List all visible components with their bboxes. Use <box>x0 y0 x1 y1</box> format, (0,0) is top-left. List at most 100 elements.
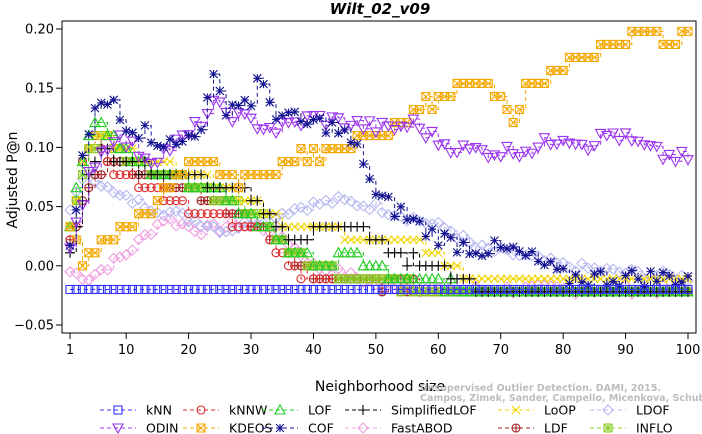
point-odin <box>369 127 382 139</box>
point-cof <box>502 244 512 254</box>
point-ldof <box>376 206 388 219</box>
point-knnw <box>171 196 181 206</box>
point-loop <box>508 274 518 284</box>
point-cof <box>664 271 674 281</box>
point-knn <box>65 284 75 295</box>
point-ldof <box>594 265 607 278</box>
point-cof <box>240 95 250 105</box>
point-odin <box>257 124 270 136</box>
point-loop <box>452 261 462 271</box>
point-knn <box>109 284 119 295</box>
point-knn <box>221 284 231 295</box>
point-knn <box>433 284 443 295</box>
point-ldof <box>239 215 251 228</box>
point-odin <box>407 114 420 126</box>
point-knn <box>670 284 681 295</box>
point-odin <box>463 144 476 155</box>
point-knn <box>377 284 387 295</box>
point-loop <box>121 144 131 153</box>
point-ldof <box>189 214 201 227</box>
point-lof <box>426 272 438 284</box>
point-ldof <box>476 239 488 251</box>
legend-marker-cof <box>275 423 285 433</box>
point-odin <box>607 128 620 140</box>
point-knn <box>471 284 481 295</box>
point-loop <box>483 274 493 284</box>
point-odin <box>444 148 457 159</box>
point-knn <box>246 284 256 295</box>
point-knnw <box>115 170 125 180</box>
point-ldof <box>182 216 195 228</box>
point-cof <box>621 271 630 280</box>
point-cof <box>128 128 137 138</box>
point-kdeos <box>514 104 525 115</box>
series-knn <box>65 284 693 295</box>
point-loop <box>583 274 593 284</box>
point-ldof <box>363 203 376 216</box>
point-cof <box>359 159 368 169</box>
point-odin <box>388 124 401 136</box>
point-knn <box>333 284 343 295</box>
legend-item-lof: LOF <box>262 403 332 418</box>
point-knn <box>645 284 656 295</box>
point-odin <box>482 152 495 164</box>
point-odin <box>213 97 226 109</box>
legend-marker-kdeos <box>196 423 206 433</box>
point-loop <box>471 274 481 284</box>
point-cof <box>577 277 587 287</box>
point-knn <box>358 284 368 295</box>
point-knn <box>283 284 294 295</box>
legend-item-simplifiedlof: SimplifiedLOF <box>345 403 477 418</box>
point-lof <box>388 272 401 284</box>
point-knn <box>483 284 493 295</box>
point-simplifiedlof <box>377 234 388 245</box>
point-loop <box>558 274 568 284</box>
point-odin <box>101 145 114 157</box>
point-knn <box>558 284 568 295</box>
point-knn <box>408 284 418 295</box>
point-knn <box>564 284 574 295</box>
point-knn <box>496 284 506 295</box>
point-ldof <box>307 196 320 208</box>
point-lof <box>226 194 239 206</box>
point-loop <box>284 222 293 232</box>
point-loop <box>433 248 443 258</box>
point-simplifiedlof <box>302 234 313 245</box>
point-cof <box>121 126 131 136</box>
point-cof <box>134 133 144 143</box>
point-cof <box>402 215 412 225</box>
legend-label-knnw: kNNW <box>229 403 267 418</box>
point-ldof <box>295 201 307 214</box>
point-odin <box>145 158 158 170</box>
point-knnw <box>283 261 294 271</box>
point-knn <box>552 284 562 295</box>
point-cof <box>677 277 687 287</box>
point-cof <box>109 95 119 105</box>
point-cof <box>309 115 318 124</box>
point-fastabod <box>114 251 126 263</box>
point-knn <box>165 284 175 295</box>
point-knn <box>171 284 181 295</box>
point-loop <box>571 274 581 284</box>
x-tick-label: 70 <box>492 343 509 358</box>
point-kdeos <box>109 235 119 245</box>
legend-label-ldof: LDOF <box>636 403 670 418</box>
point-lof <box>357 259 370 271</box>
point-inflo <box>396 287 406 297</box>
point-cof <box>321 128 331 138</box>
point-fastabod <box>139 228 151 241</box>
point-loop <box>340 235 350 245</box>
point-cof <box>96 98 106 108</box>
point-cof <box>296 117 306 126</box>
point-odin <box>363 116 376 128</box>
point-odin <box>613 135 626 147</box>
point-fastabod <box>182 220 195 233</box>
point-odin <box>114 130 126 142</box>
point-cof <box>103 100 112 109</box>
point-knn <box>84 284 94 295</box>
point-kdeos <box>421 91 431 102</box>
y-axis: −0.05 0.00 0.05 0.10 0.15 0.20 <box>14 23 62 334</box>
point-odin <box>600 130 613 142</box>
point-knn <box>458 284 468 295</box>
point-cof <box>465 249 474 259</box>
